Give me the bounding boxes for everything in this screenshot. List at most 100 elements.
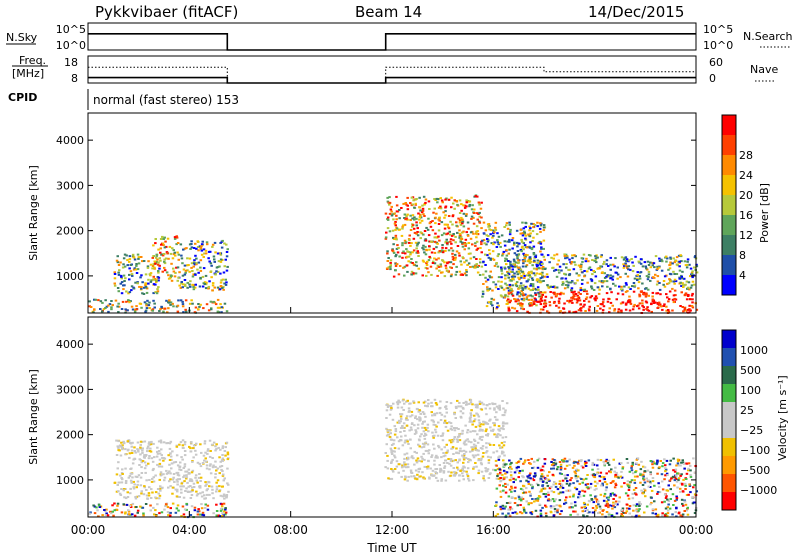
scatter-cell bbox=[476, 406, 479, 409]
scatter-cell bbox=[572, 482, 575, 485]
scatter-cell bbox=[618, 500, 621, 503]
scatter-cell bbox=[549, 499, 553, 502]
scatter-cell bbox=[405, 439, 409, 442]
scatter-cell bbox=[682, 462, 686, 465]
scatter-cell bbox=[523, 274, 526, 277]
scatter-cell bbox=[167, 514, 170, 517]
scatter-cell bbox=[123, 284, 126, 287]
scatter-cell bbox=[651, 463, 654, 466]
scatter-cell bbox=[581, 279, 584, 281]
scatter-cell bbox=[154, 256, 158, 259]
scatter-cell bbox=[436, 264, 440, 267]
scatter-cell bbox=[180, 254, 183, 257]
scatter-cell bbox=[495, 262, 498, 264]
colorbar-tick-label: 1000 bbox=[740, 344, 768, 357]
scatter-cell bbox=[386, 227, 390, 230]
scatter-cell bbox=[151, 469, 155, 472]
scatter-cell bbox=[222, 271, 226, 274]
scatter-cell bbox=[465, 259, 468, 262]
scatter-cell bbox=[548, 261, 551, 264]
scatter-cell bbox=[224, 511, 228, 514]
scatter-cell bbox=[504, 436, 508, 439]
scatter-cell bbox=[516, 273, 519, 276]
scatter-cell bbox=[627, 489, 631, 491]
scatter-cell bbox=[651, 466, 655, 469]
scatter-cell bbox=[396, 403, 400, 406]
scatter-cell bbox=[687, 493, 690, 496]
scatter-cell bbox=[458, 479, 461, 482]
scatter-cell bbox=[671, 287, 674, 290]
scatter-cell bbox=[398, 209, 401, 211]
scatter-cell bbox=[472, 443, 476, 446]
scatter-cell bbox=[416, 423, 420, 426]
scatter-cell bbox=[555, 294, 558, 297]
scatter-cell bbox=[442, 211, 445, 214]
scatter-cell bbox=[539, 230, 542, 233]
scatter-cell bbox=[559, 491, 562, 494]
scatter-cell bbox=[145, 302, 148, 305]
scatter-cell bbox=[388, 413, 392, 416]
scatter-cell bbox=[678, 260, 681, 263]
scatter-cell bbox=[432, 474, 435, 477]
scatter-cell bbox=[503, 414, 506, 417]
scatter-cell bbox=[481, 455, 485, 458]
scatter-cell bbox=[386, 250, 389, 253]
scatter-cell bbox=[105, 508, 108, 511]
scatter-cell bbox=[481, 290, 485, 293]
scatter-cell bbox=[542, 267, 545, 270]
scatter-cell bbox=[122, 274, 126, 277]
scatter-cell bbox=[464, 238, 468, 241]
scatter-cell bbox=[197, 308, 200, 311]
scatter-cell bbox=[183, 463, 187, 466]
scatter-cell bbox=[206, 504, 210, 507]
scatter-cell bbox=[169, 274, 173, 277]
scatter-cell bbox=[177, 509, 180, 512]
scatter-cell bbox=[524, 238, 528, 241]
scatter-cell bbox=[477, 469, 481, 472]
scatter-cell bbox=[160, 511, 164, 514]
scatter-cell bbox=[118, 269, 121, 272]
scatter-cell bbox=[469, 419, 472, 422]
scatter-cell bbox=[422, 413, 426, 415]
scatter-cell bbox=[147, 457, 151, 460]
scatter-cell bbox=[154, 496, 157, 499]
scatter-cell bbox=[578, 459, 581, 462]
scatter-cell bbox=[649, 472, 652, 475]
scatter-cell bbox=[536, 225, 539, 228]
scatter-cell bbox=[405, 400, 408, 403]
scatter-cell bbox=[681, 282, 684, 285]
scatter-cell bbox=[455, 427, 458, 430]
scatter-cell bbox=[499, 471, 502, 474]
scatter-cell bbox=[502, 407, 505, 410]
scatter-cell bbox=[479, 459, 483, 462]
scatter-cell bbox=[200, 507, 204, 510]
scatter-cell bbox=[493, 433, 496, 436]
scatter-cell bbox=[115, 490, 119, 493]
scatter-cell bbox=[393, 456, 397, 459]
scatter-cell bbox=[531, 279, 535, 281]
scatter-cell bbox=[552, 301, 556, 304]
scatter-cell bbox=[594, 295, 598, 298]
scatter-cell bbox=[411, 203, 415, 206]
scatter-cell bbox=[564, 477, 567, 480]
scatter-cell bbox=[682, 284, 686, 287]
scatter-cell bbox=[465, 401, 468, 404]
scatter-cell bbox=[535, 304, 538, 307]
scatter-cell bbox=[452, 233, 455, 235]
colorbar-cell bbox=[722, 456, 736, 474]
scatter-cell bbox=[583, 505, 586, 508]
scatter-cell bbox=[424, 201, 427, 204]
scatter-cell bbox=[192, 456, 195, 459]
scatter-cell bbox=[572, 461, 576, 464]
scatter-cell bbox=[659, 293, 662, 296]
scatter-cell bbox=[225, 495, 228, 498]
scatter-cell bbox=[137, 262, 141, 265]
scatter-cell bbox=[563, 287, 567, 290]
scatter-cell bbox=[591, 273, 594, 276]
scatter-cell bbox=[613, 493, 616, 496]
scatter-cell bbox=[586, 270, 589, 273]
scatter-cell bbox=[435, 246, 438, 249]
scatter-cell bbox=[583, 303, 586, 306]
scatter-cell bbox=[221, 512, 224, 515]
scatter-cell bbox=[596, 468, 600, 471]
